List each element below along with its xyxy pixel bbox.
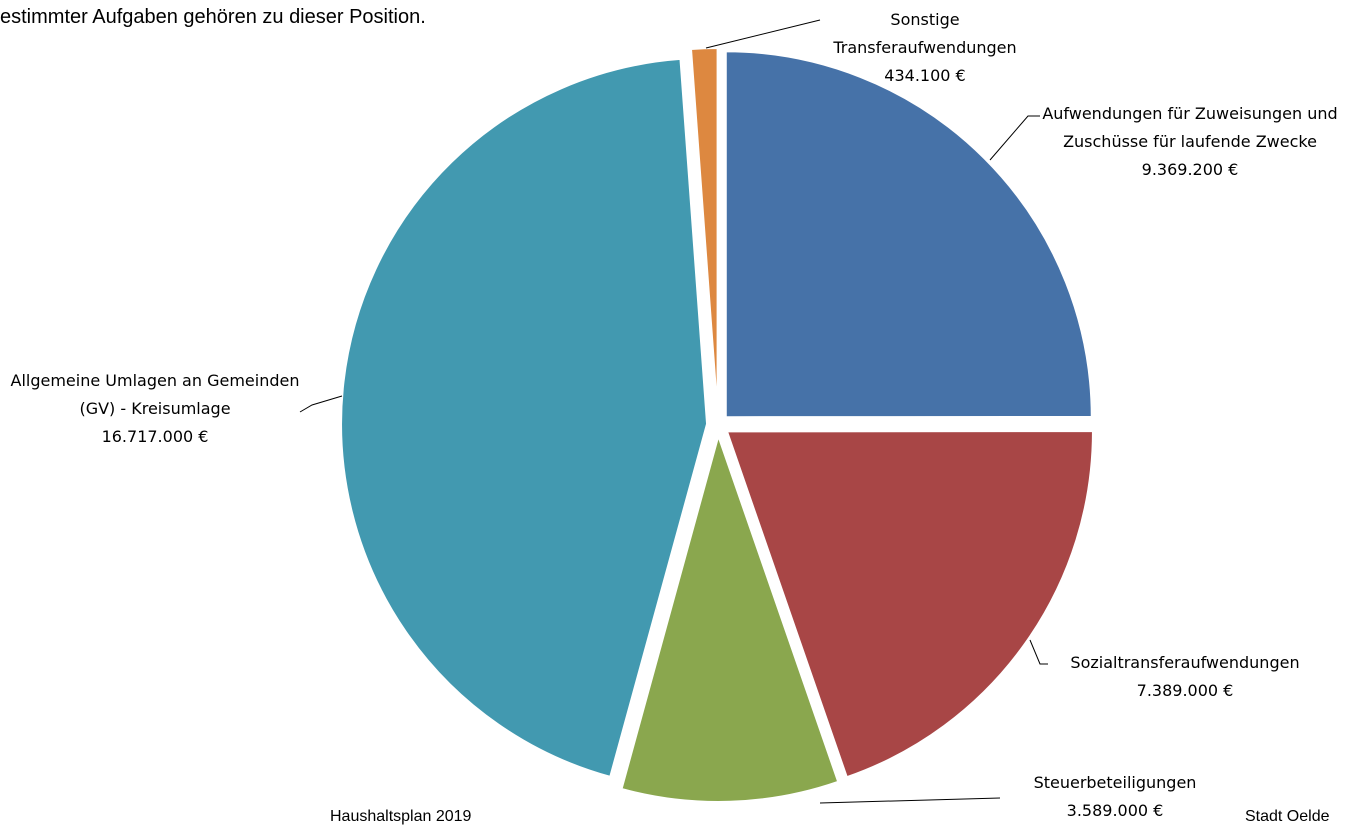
- body-text: estimmter Aufgaben gehören zu dieser Pos…: [0, 6, 426, 28]
- leader-line: [1029, 639, 1048, 665]
- value-label: 7.389.000 €: [1136, 681, 1234, 700]
- leader-line: [819, 797, 1001, 804]
- footer-left: Haushaltsplan 2019: [330, 808, 472, 825]
- category-label: Sozialtransferaufwendungen: [1070, 653, 1300, 672]
- value-label: 3.589.000 €: [1066, 801, 1164, 820]
- slice-label: Sozialtransferaufwendungen 7.389.000 €: [1040, 649, 1330, 705]
- leader-line: [299, 395, 343, 413]
- value-label: 434.100 €: [884, 66, 966, 85]
- leader-line: [989, 115, 1040, 161]
- pie-slice: [725, 430, 1094, 779]
- slice-label: Allgemeine Umlagen an Gemeinden (GV) - K…: [10, 367, 300, 451]
- category-label: Sonstige Transferaufwendungen: [833, 10, 1017, 57]
- slice-label: Aufwendungen für Zuweisungen und Zuschüs…: [1040, 100, 1340, 184]
- leader-line: [705, 19, 821, 49]
- pie-slice: [620, 432, 840, 803]
- value-label: 9.369.200 €: [1141, 160, 1239, 179]
- slice-label: Steuerbeteiligungen 3.589.000 €: [995, 769, 1235, 825]
- category-label: Allgemeine Umlagen an Gemeinden (GV) - K…: [10, 371, 300, 418]
- pie-slice: [724, 50, 1093, 419]
- category-label: Aufwendungen für Zuweisungen und Zuschüs…: [1042, 104, 1338, 151]
- footer-right: Stadt Oelde: [1245, 808, 1330, 825]
- pie-slice: [340, 57, 709, 779]
- value-label: 16.717.000 €: [101, 427, 209, 446]
- category-label: Steuerbeteiligungen: [1033, 773, 1197, 792]
- slice-label: Sonstige Transferaufwendungen 434.100 €: [810, 6, 1040, 90]
- pie-slice: [689, 47, 719, 415]
